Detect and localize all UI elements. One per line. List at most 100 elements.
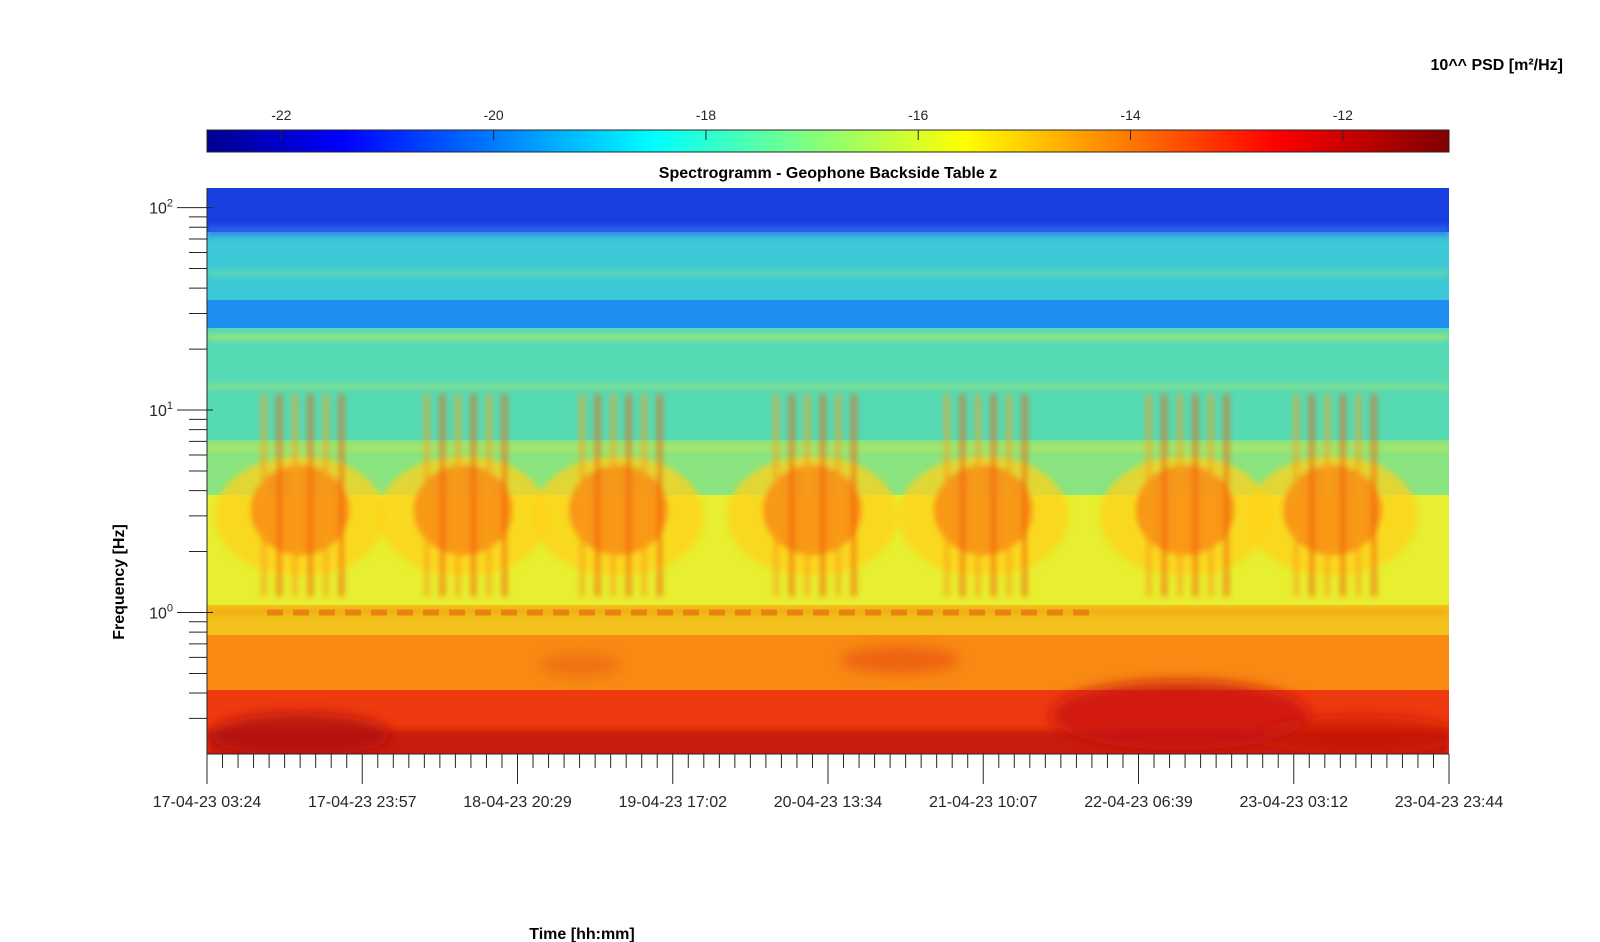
x-tick-label: 18-04-23 20:29 <box>463 794 572 811</box>
one-hz-line-segment <box>293 609 309 616</box>
colorbar-tick-label: -14 <box>1120 107 1140 123</box>
one-hz-line-segment <box>397 609 413 616</box>
burst-streak <box>1371 394 1377 597</box>
x-tick-label: 17-04-23 23:57 <box>308 794 417 811</box>
colorbar-tick-label: -20 <box>483 107 503 123</box>
one-hz-line-segment <box>423 609 439 616</box>
burst-streak <box>1006 394 1012 597</box>
x-tick-label: 23-04-23 23:44 <box>1395 794 1504 811</box>
colorbar-gradient <box>206 129 1450 153</box>
y-axis: 100 101 102 <box>149 188 213 754</box>
burst-streak <box>424 394 430 597</box>
burst-streak <box>959 394 965 597</box>
burst-streak <box>501 394 507 597</box>
one-hz-line-segment <box>579 609 595 616</box>
one-hz-line-segment <box>995 609 1011 616</box>
burst-streak <box>338 394 344 597</box>
burst-streak <box>292 394 298 597</box>
colorbar-label: 10^^ PSD [m²/Hz] <box>1431 57 1563 74</box>
y-tick-label: 101 <box>149 400 173 420</box>
x-axis: 17-04-23 03:24 17-04-23 23:57 18-04-23 20:… <box>153 753 1504 811</box>
one-hz-line-segment <box>917 609 933 616</box>
one-hz-line-segment <box>787 609 803 616</box>
one-hz-line-segment <box>475 609 491 616</box>
one-hz-line-segment <box>631 609 647 616</box>
burst-streak <box>1161 394 1167 597</box>
band-blue-strip <box>207 300 1449 330</box>
y-tick-label: 100 <box>149 603 173 623</box>
burst-streak <box>975 394 981 597</box>
burst-streak <box>1177 394 1183 597</box>
x-tick-label: 19-04-23 17:02 <box>618 794 727 811</box>
one-hz-line-segment <box>345 609 361 616</box>
x-tick-label: 17-04-23 03:24 <box>153 794 262 811</box>
burst-streak <box>323 394 329 597</box>
chart-title: Spectrogramm - Geophone Backside Table z <box>659 165 997 182</box>
one-hz-line-segment <box>553 609 569 616</box>
colorbar-tick-label: -22 <box>271 107 291 123</box>
burst-streak <box>641 394 647 597</box>
burst-streak <box>276 394 282 597</box>
one-hz-line-segment <box>943 609 959 616</box>
burst-streak <box>1355 394 1361 597</box>
burst-streak <box>1293 394 1299 597</box>
activity-bursts <box>214 394 1418 616</box>
x-tick-label: 21-04-23 10:07 <box>929 794 1038 811</box>
one-hz-line-segment <box>709 609 725 616</box>
one-hz-line-segment <box>1073 609 1089 616</box>
one-hz-line-segment <box>761 609 777 616</box>
one-hz-line-segment <box>735 609 751 616</box>
burst-streak <box>261 394 267 597</box>
burst-streak <box>1022 394 1028 597</box>
one-hz-line-segment <box>527 609 543 616</box>
one-hz-line-segment <box>969 609 985 616</box>
one-hz-line-segment <box>657 609 673 616</box>
burst-streak <box>820 394 826 597</box>
burst-streak <box>1208 394 1214 597</box>
y-axis-label: Frequency [Hz] <box>111 524 128 640</box>
burst-streak <box>1309 394 1315 597</box>
colorbar-tick-label: -18 <box>696 107 716 123</box>
one-hz-line-segment <box>371 609 387 616</box>
burst-streak <box>470 394 476 597</box>
one-hz-line-segment <box>1047 609 1063 616</box>
heatmap-plot <box>207 188 1449 754</box>
burst-streak <box>991 394 997 597</box>
one-hz-line-segment <box>839 609 855 616</box>
burst-streak <box>439 394 445 597</box>
burst-streak <box>610 394 616 597</box>
x-tick-label: 23-04-23 03:12 <box>1239 794 1348 811</box>
colorbar-tick-label: -12 <box>1333 107 1353 123</box>
burst-streak <box>595 394 601 597</box>
burst-streak <box>486 394 492 597</box>
one-hz-line-segment <box>891 609 907 616</box>
burst-streak <box>1324 394 1330 597</box>
burst-streak <box>804 394 810 597</box>
x-tick-label: 20-04-23 13:34 <box>774 794 883 811</box>
one-hz-line-segment <box>449 609 465 616</box>
burst-streak <box>1340 394 1346 597</box>
burst-streak <box>626 394 632 597</box>
band-orange <box>207 635 1449 695</box>
one-hz-line-segment <box>865 609 881 616</box>
burst-streak <box>835 394 841 597</box>
burst-streak <box>851 394 857 597</box>
one-hz-line-segment <box>267 609 283 616</box>
y-tick-label: 102 <box>149 198 173 218</box>
x-axis-label: Time [hh:mm] <box>529 926 634 942</box>
burst-streak <box>657 394 663 597</box>
burst-streak <box>944 394 950 597</box>
colorbar-tick-label: -16 <box>908 107 928 123</box>
x-tick-label: 22-04-23 06:39 <box>1084 794 1193 811</box>
colorbar-ticks: -22 -20 -18 -16 -14 -12 <box>271 107 1353 140</box>
burst-streak <box>579 394 585 597</box>
one-hz-line-segment <box>501 609 517 616</box>
burst-streak <box>1146 394 1152 597</box>
one-hz-line-segment <box>319 609 335 616</box>
one-hz-line-segment <box>605 609 621 616</box>
burst-streak <box>307 394 313 597</box>
burst-streak <box>773 394 779 597</box>
burst-streak <box>1192 394 1198 597</box>
one-hz-line-segment <box>683 609 699 616</box>
